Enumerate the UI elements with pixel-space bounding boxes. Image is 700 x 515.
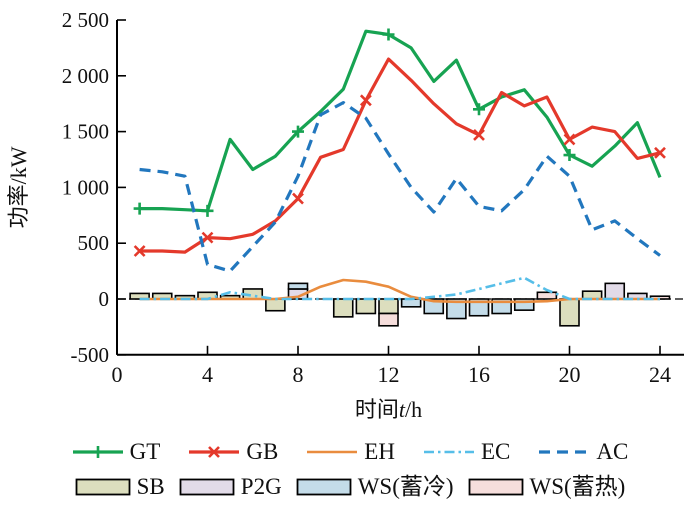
legend-label-AC: AC [596, 439, 629, 464]
legend-row-bars: SB P2G WS(蓄冷) WS(蓄热) [0, 475, 700, 498]
legend-swatch-WS(蓄冷)-icon [296, 478, 352, 495]
series-AC-line [139, 100, 661, 273]
marker-plus-GT-h20 [563, 149, 576, 162]
legend-item-SB: SB [75, 475, 165, 498]
line-series-AC [139, 100, 661, 273]
series-EC-line [139, 276, 660, 301]
legend-swatch-GB-icon [189, 445, 240, 458]
series-EH-line [139, 278, 660, 304]
marker-plus-GT-h16 [473, 103, 485, 116]
bar-WS(蓄热)-h12 [378, 312, 399, 327]
x-tick-label-4: 4 [202, 362, 213, 387]
marker-x-GB-h24 [654, 146, 666, 159]
y-tick-label-2500: 2 500 [62, 8, 109, 32]
line-series-GT [133, 28, 662, 217]
legend-row-lines: GT GB EH EC AC [0, 440, 700, 463]
line-series-EC [139, 276, 660, 301]
marker-x-GB-h11 [359, 94, 372, 107]
bar-SB-h10 [332, 298, 354, 318]
x-axis-title: 时间t/h [355, 397, 422, 422]
marker-plus-GT-h1 [133, 202, 146, 215]
legend-label-GB: GB [246, 439, 279, 464]
marker-x-GB-h20 [563, 133, 576, 146]
x-tick-label-16: 16 [468, 362, 490, 387]
legend-item-WS(蓄冷): WS(蓄冷) [296, 475, 454, 498]
y-axis-title: 功率/kW [6, 146, 31, 228]
y-tick-label--500: -500 [71, 343, 110, 367]
marker-x-GB-h4 [201, 231, 214, 244]
x-tick-label-24: 24 [649, 362, 671, 387]
legend-swatch-EC-icon [423, 450, 474, 453]
legend-label-P2G: P2G [240, 474, 282, 499]
marker-plus-GT-h12 [382, 28, 395, 41]
y-tick-label-1000: 1 000 [62, 175, 109, 199]
bar-WS(蓄冷)-h8 [287, 282, 309, 290]
x-tick-label-20: 20 [559, 362, 581, 387]
x-tick-label-0: 0 [112, 362, 123, 387]
bar-WS(蓄冷)-h16 [468, 298, 490, 317]
series-GT-line [139, 29, 662, 213]
bar-SB-h20 [559, 298, 580, 327]
legend-swatch-AC-icon [539, 449, 590, 454]
bar-SB-h12 [378, 298, 399, 315]
legend-swatch-SB-icon [75, 478, 131, 495]
legend-label-EH: EH [364, 439, 395, 464]
legend-item-P2G: P2G [179, 475, 282, 498]
marker-x-GB-h16 [473, 129, 485, 141]
legend-label-WS(蓄冷): WS(蓄冷) [357, 474, 454, 499]
bar-SB-h7 [265, 298, 286, 312]
legend-item-EC: EC [423, 440, 510, 463]
y-tick-label-2000: 2 000 [62, 64, 109, 88]
legend-item-EH: EH [306, 440, 395, 463]
bar-P2G-h22 [604, 282, 626, 300]
legend-label-WS(蓄热): WS(蓄热) [529, 474, 626, 499]
y-tick-label-0: 0 [99, 287, 110, 311]
marker-x-GB-h1 [133, 245, 146, 257]
bar-WS(蓄热)-h19 [536, 291, 558, 300]
line-series-GB [133, 57, 666, 257]
bar-WS(蓄冷)-h14 [423, 298, 445, 315]
marker-plus-GT-h4 [201, 204, 214, 217]
bar-series-group [129, 282, 671, 327]
bar-WS(蓄冷)-h15 [446, 298, 467, 320]
legend-swatch-GT-icon [72, 445, 123, 458]
line-series-EH [139, 278, 660, 304]
legend-label-GT: GT [129, 439, 161, 464]
x-tick-label-8: 8 [293, 362, 304, 387]
bar-SB-h11 [355, 298, 377, 315]
y-tick-label-500: 500 [78, 231, 110, 255]
legend-swatch-EH-icon [307, 450, 358, 453]
series-GB-line [139, 57, 661, 254]
marker-plus-GT-h8 [292, 125, 304, 138]
legend-swatch-WS(蓄热)-icon [468, 478, 523, 495]
legend-label-SB: SB [136, 474, 165, 499]
legend-swatch-P2G-icon [179, 478, 235, 495]
legend-item-GB: GB [188, 440, 278, 463]
marker-x-GB-h8 [292, 192, 304, 205]
y-tick-label-1500: 1 500 [62, 120, 109, 144]
legend-item-WS(蓄热): WS(蓄热) [468, 474, 626, 499]
x-tick-label-12: 12 [378, 362, 400, 387]
bar-WS(蓄冷)-h18 [513, 298, 535, 311]
legend-item-AC: AC [538, 440, 628, 463]
legend-item-GT: GT [72, 439, 161, 464]
legend-label-EC: EC [480, 439, 511, 464]
